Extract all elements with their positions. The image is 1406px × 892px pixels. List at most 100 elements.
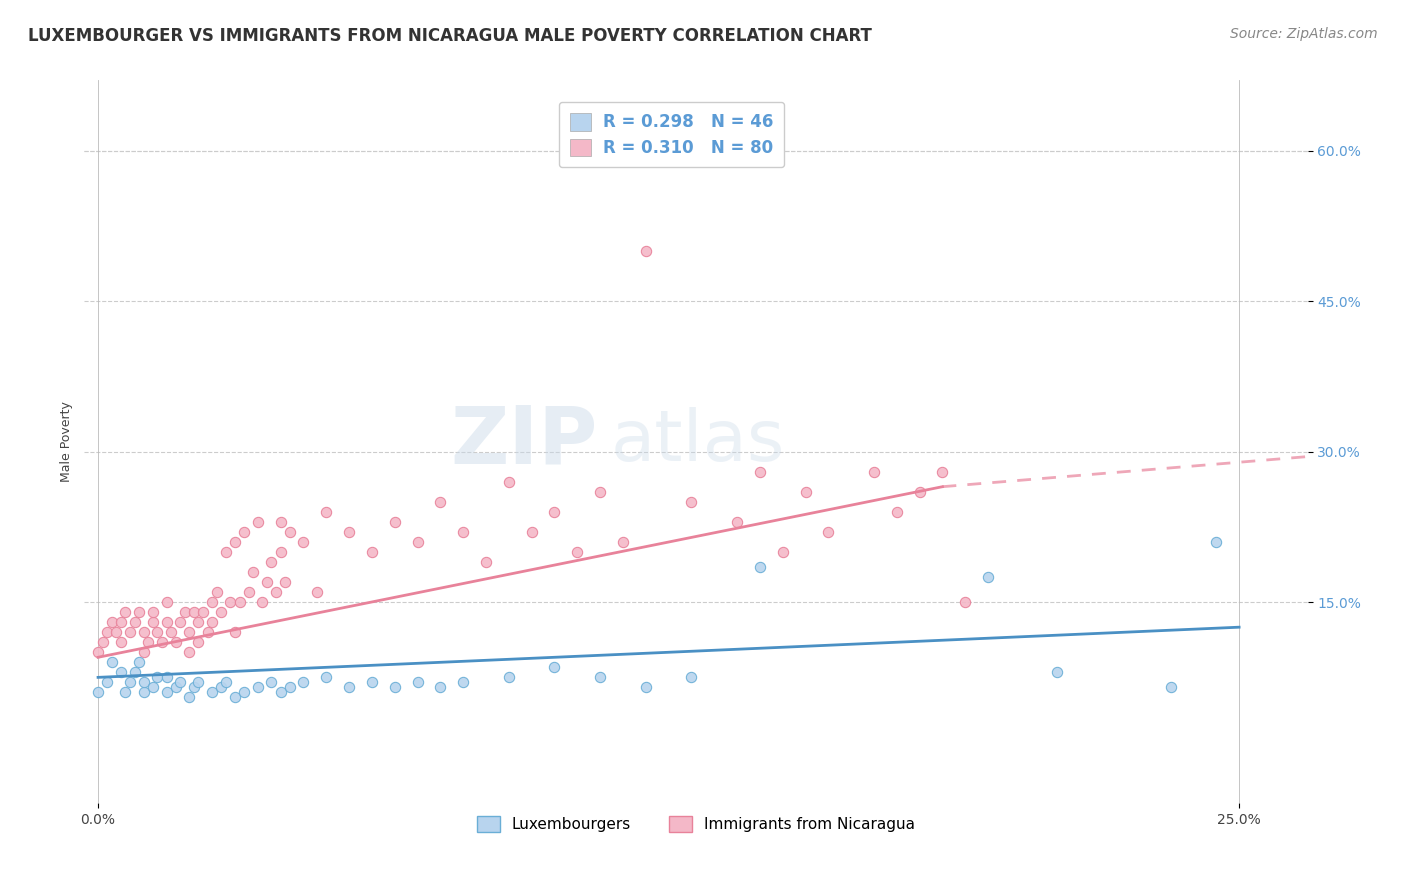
Point: [205, 585, 228, 599]
Point: [794, 484, 817, 499]
Point: [132, 645, 155, 659]
Point: [87, 645, 110, 659]
Point: [124, 665, 146, 680]
Point: [475, 555, 498, 569]
Point: [238, 585, 260, 599]
Point: [270, 545, 292, 559]
Point: [160, 625, 183, 640]
Point: [215, 545, 238, 559]
Point: [270, 515, 292, 529]
Point: [429, 681, 451, 695]
Point: [169, 615, 191, 630]
Point: [183, 681, 205, 695]
Point: [183, 605, 205, 619]
Legend: Luxembourgers, Immigrants from Nicaragua: Luxembourgers, Immigrants from Nicaragua: [471, 810, 921, 838]
Point: [543, 505, 565, 519]
Point: [955, 595, 977, 609]
Point: [337, 681, 360, 695]
Point: [179, 625, 201, 640]
Point: [543, 660, 565, 674]
Point: [315, 670, 337, 684]
Point: [118, 675, 141, 690]
Point: [817, 524, 839, 539]
Point: [260, 555, 283, 569]
Point: [219, 595, 242, 609]
Point: [142, 681, 165, 695]
Point: [155, 685, 177, 699]
Point: [128, 655, 150, 669]
Point: [589, 670, 612, 684]
Point: [155, 595, 177, 609]
Point: [128, 605, 150, 619]
Point: [110, 635, 132, 649]
Point: [278, 524, 301, 539]
Point: [233, 685, 256, 699]
Point: [406, 535, 429, 549]
Point: [100, 655, 122, 669]
Point: [215, 675, 238, 690]
Point: [1205, 535, 1227, 549]
Point: [634, 681, 657, 695]
Point: [361, 545, 384, 559]
Point: [1045, 665, 1067, 680]
Point: [105, 625, 128, 640]
Point: [886, 505, 908, 519]
Point: [384, 515, 406, 529]
Point: [228, 595, 250, 609]
Point: [91, 635, 114, 649]
Point: [260, 675, 283, 690]
Point: [155, 615, 177, 630]
Point: [96, 675, 118, 690]
Point: [191, 605, 214, 619]
Point: [567, 545, 589, 559]
Point: [173, 605, 195, 619]
Y-axis label: Male Poverty: Male Poverty: [60, 401, 73, 482]
Point: [725, 515, 748, 529]
Point: [197, 625, 219, 640]
Point: [224, 690, 246, 705]
Point: [274, 575, 297, 590]
Point: [246, 681, 269, 695]
Point: [242, 565, 264, 579]
Point: [87, 685, 110, 699]
Point: [146, 670, 169, 684]
Point: [361, 675, 384, 690]
Point: [520, 524, 543, 539]
Point: [150, 635, 173, 649]
Point: [498, 670, 520, 684]
Point: [772, 545, 794, 559]
Point: [201, 685, 224, 699]
Point: [136, 635, 159, 649]
Point: [209, 681, 232, 695]
Point: [118, 625, 141, 640]
Point: [748, 465, 770, 479]
Point: [110, 615, 132, 630]
Point: [201, 615, 224, 630]
Point: [233, 524, 256, 539]
Point: [429, 494, 451, 508]
Point: [256, 575, 278, 590]
Point: [187, 675, 209, 690]
Point: [142, 605, 165, 619]
Point: [498, 475, 520, 489]
Point: [224, 535, 246, 549]
Point: [100, 615, 122, 630]
Point: [169, 675, 191, 690]
Point: [589, 484, 612, 499]
Point: [264, 585, 287, 599]
Point: [114, 605, 136, 619]
Point: [209, 605, 232, 619]
Point: [292, 675, 315, 690]
Point: [292, 535, 315, 549]
Text: LUXEMBOURGER VS IMMIGRANTS FROM NICARAGUA MALE POVERTY CORRELATION CHART: LUXEMBOURGER VS IMMIGRANTS FROM NICARAGU…: [28, 27, 872, 45]
Point: [634, 244, 657, 258]
Point: [224, 625, 246, 640]
Point: [124, 615, 146, 630]
Point: [406, 675, 429, 690]
Point: [612, 535, 634, 549]
Point: [451, 675, 474, 690]
Point: [201, 595, 224, 609]
Point: [96, 625, 118, 640]
Point: [977, 570, 1000, 584]
Point: [155, 670, 177, 684]
